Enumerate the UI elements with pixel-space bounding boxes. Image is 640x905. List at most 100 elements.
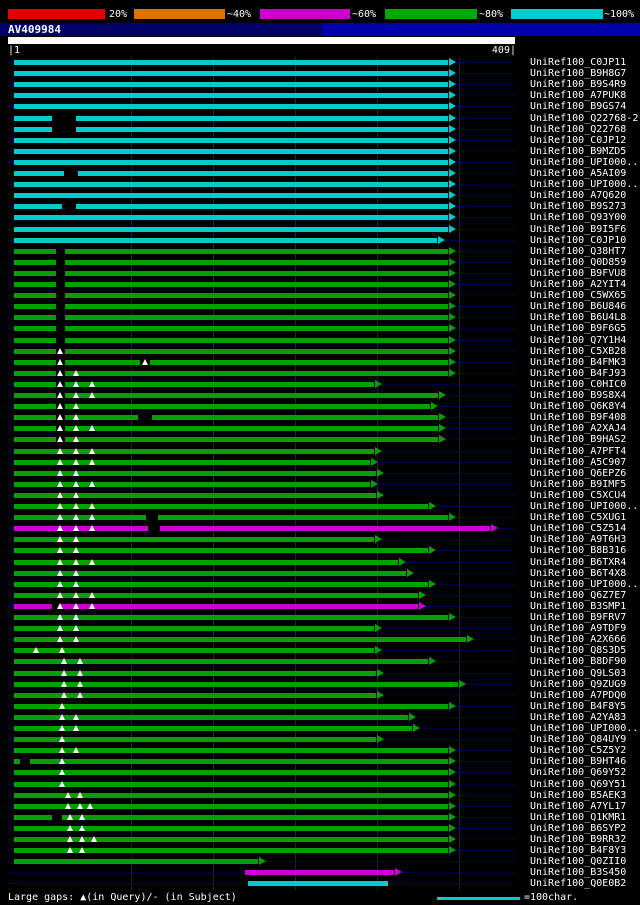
hit-bar[interactable] [14, 426, 438, 431]
hit-bar[interactable] [14, 60, 448, 65]
hit-bar[interactable] [14, 770, 448, 775]
hit-label[interactable]: UniRef100_B6U4L8 [530, 312, 627, 323]
hit-label[interactable]: UniRef100_B6U846 [530, 301, 627, 312]
hit-bar[interactable] [14, 149, 448, 154]
hit-label[interactable]: UniRef100_C5Z514 [530, 523, 627, 534]
hit-bar[interactable] [14, 260, 448, 265]
hit-label[interactable]: UniRef100_B9GS74 [530, 101, 627, 112]
hit-label[interactable]: UniRef100_A9T6H3 [530, 534, 627, 545]
hit-bar[interactable] [14, 71, 448, 76]
hit-bar[interactable] [14, 537, 374, 542]
hit-label[interactable]: UniRef100_Q84UY9 [530, 734, 627, 745]
hit-label[interactable]: UniRef100_B3S450 [530, 867, 627, 878]
hit-label[interactable]: UniRef100_A7Q620 [530, 190, 627, 201]
hit-bar[interactable] [14, 338, 448, 343]
hit-bar[interactable] [14, 482, 370, 487]
hit-bar[interactable] [14, 182, 448, 187]
hit-bar[interactable] [14, 304, 448, 309]
hit-label[interactable]: UniRef100_A5AI09 [530, 168, 627, 179]
hit-label[interactable]: UniRef100_B3SMP1 [530, 601, 627, 612]
hit-bar[interactable] [14, 782, 448, 787]
hit-bar[interactable] [14, 859, 258, 864]
hit-label[interactable]: UniRef100_UPI000.. [530, 723, 639, 734]
hit-label[interactable]: UniRef100_B9H8G7 [530, 68, 627, 79]
hit-label[interactable]: UniRef100_B9MZD5 [530, 146, 627, 157]
hit-bar[interactable] [14, 682, 458, 687]
hit-label[interactable]: UniRef100_B4F8Y5 [530, 701, 627, 712]
hit-bar[interactable] [14, 637, 466, 642]
hit-label[interactable]: UniRef100_C0JP12 [530, 135, 627, 146]
hit-label[interactable]: UniRef100_B8DF90 [530, 656, 627, 667]
hit-bar[interactable] [245, 870, 394, 875]
hit-label[interactable]: UniRef100_B9S8X4 [530, 390, 627, 401]
hit-bar[interactable] [14, 704, 448, 709]
hit-label[interactable]: UniRef100_UPI000.. [530, 501, 639, 512]
hit-label[interactable]: UniRef100_Q0ZII0 [530, 856, 627, 867]
hit-bar[interactable] [14, 227, 448, 232]
hit-bar[interactable] [14, 415, 438, 420]
hit-bar[interactable] [14, 293, 448, 298]
hit-label[interactable]: UniRef100_A2XAJ4 [530, 423, 627, 434]
hit-label[interactable]: UniRef100_B9HAS2 [530, 434, 627, 445]
hit-bar[interactable] [14, 693, 376, 698]
hit-label[interactable]: UniRef100_Q9ZUG9 [530, 679, 627, 690]
hit-label[interactable]: UniRef100_A7YL17 [530, 801, 627, 812]
hit-bar[interactable] [14, 759, 448, 764]
hit-label[interactable]: UniRef100_Q93Y00 [530, 212, 627, 223]
hit-label[interactable]: UniRef100_UPI000.. [530, 157, 639, 168]
hit-bar[interactable] [14, 82, 448, 87]
hit-label[interactable]: UniRef100_B9F408 [530, 412, 627, 423]
hit-bar[interactable] [14, 171, 448, 176]
hit-label[interactable]: UniRef100_Q6EPZ6 [530, 468, 627, 479]
hit-bar[interactable] [14, 526, 490, 531]
hit-label[interactable]: UniRef100_Q69Y52 [530, 767, 627, 778]
hit-label[interactable]: UniRef100_C0HIC0 [530, 379, 627, 390]
hit-bar[interactable] [14, 659, 428, 664]
hit-label[interactable]: UniRef100_C5WX65 [530, 290, 627, 301]
hit-label[interactable]: UniRef100_C0JP11 [530, 57, 627, 68]
hit-bar[interactable] [14, 582, 428, 587]
hit-bar[interactable] [14, 460, 370, 465]
hit-label[interactable]: UniRef100_Q69Y51 [530, 779, 627, 790]
hit-bar[interactable] [14, 160, 448, 165]
hit-bar[interactable] [14, 815, 448, 820]
hit-bar[interactable] [14, 671, 376, 676]
hit-bar[interactable] [14, 282, 448, 287]
hit-bar[interactable] [14, 826, 448, 831]
hit-label[interactable]: UniRef100_B9FVU8 [530, 268, 627, 279]
hit-label[interactable]: UniRef100_A2YIT4 [530, 279, 627, 290]
hit-label[interactable]: UniRef100_Q9LS03 [530, 668, 627, 679]
hit-label[interactable]: UniRef100_Q7Y1H4 [530, 335, 627, 346]
hit-bar[interactable] [14, 349, 448, 354]
hit-label[interactable]: UniRef100_Q22768 [530, 124, 627, 135]
hit-bar[interactable] [14, 848, 448, 853]
hit-label[interactable]: UniRef100_UPI000.. [530, 179, 639, 190]
hit-bar[interactable] [14, 515, 448, 520]
hit-bar[interactable] [14, 804, 448, 809]
hit-bar[interactable] [14, 393, 438, 398]
hit-label[interactable]: UniRef100_B4FJ93 [530, 368, 627, 379]
hit-label[interactable]: UniRef100_B6TXR4 [530, 557, 627, 568]
hit-label[interactable]: UniRef100_B9S4R9 [530, 79, 627, 90]
hit-label[interactable]: UniRef100_B9FRV7 [530, 612, 627, 623]
hit-bar[interactable] [14, 560, 398, 565]
hit-bar[interactable] [14, 626, 374, 631]
hit-bar[interactable] [14, 548, 428, 553]
hit-bar[interactable] [14, 604, 418, 609]
hit-label[interactable]: UniRef100_B4F8Y3 [530, 845, 627, 856]
hit-bar[interactable] [14, 238, 437, 243]
hit-bar[interactable] [14, 571, 406, 576]
hit-label[interactable]: UniRef100_B9IMF5 [530, 479, 627, 490]
hit-bar[interactable] [14, 504, 428, 509]
hit-label[interactable]: UniRef100_B8B316 [530, 545, 627, 556]
hit-bar[interactable] [14, 648, 374, 653]
hit-bar[interactable] [14, 326, 448, 331]
hit-bar[interactable] [14, 737, 376, 742]
hit-label[interactable]: UniRef100_B9HT46 [530, 756, 627, 767]
hit-label[interactable]: UniRef100_A7PDQ0 [530, 690, 627, 701]
hit-label[interactable]: UniRef100_Q38HT7 [530, 246, 627, 257]
hit-label[interactable]: UniRef100_C5XCU4 [530, 490, 627, 501]
hit-bar[interactable] [14, 837, 448, 842]
hit-label[interactable]: UniRef100_B6SYP2 [530, 823, 627, 834]
hit-label[interactable]: UniRef100_C5Z5Y2 [530, 745, 627, 756]
